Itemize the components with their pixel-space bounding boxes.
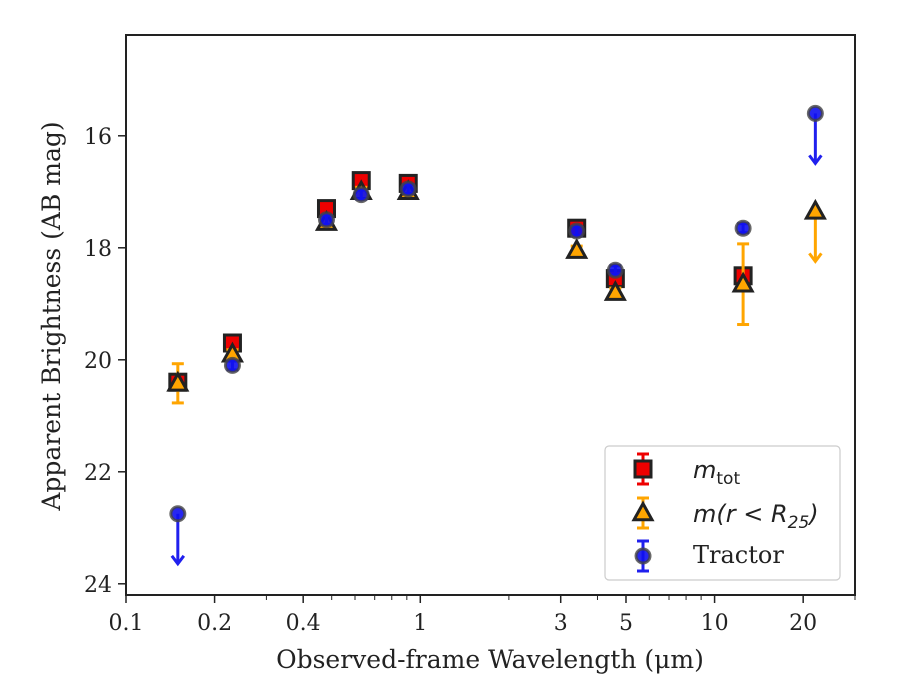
y-tick-label: 22 xyxy=(84,461,112,486)
legend-marker xyxy=(633,459,653,479)
series-2 xyxy=(169,104,824,567)
x-tick-label: 0.2 xyxy=(197,611,232,636)
legend-markers xyxy=(631,452,655,573)
x-tick-label: 0.1 xyxy=(109,611,144,636)
legend-label-tractor: Tractor xyxy=(693,541,784,569)
x-tick-label: 3 xyxy=(554,611,568,636)
legend: mtot m(r < R25) Tractor xyxy=(604,445,841,581)
plot-frame xyxy=(125,34,856,596)
upper-limit-arrow-head xyxy=(808,252,823,264)
series-0 xyxy=(168,171,753,392)
series-layer xyxy=(166,104,827,567)
data-point xyxy=(223,356,241,374)
data-point xyxy=(565,238,589,259)
x-tick-label: 20 xyxy=(789,611,817,636)
x-tick-label: 1 xyxy=(413,611,427,636)
x-tick-label: 5 xyxy=(619,611,633,636)
y-tick-label: 18 xyxy=(84,237,112,262)
x-tick-label: 10 xyxy=(701,611,729,636)
legend-box xyxy=(604,445,841,581)
data-point xyxy=(169,505,187,523)
data-point xyxy=(806,104,824,122)
x-axis-label: Observed-frame Wavelength (μm) xyxy=(276,645,704,674)
data-point xyxy=(803,198,827,220)
upper-limit-arrow-head xyxy=(808,154,823,166)
data-point xyxy=(568,222,586,240)
data-point xyxy=(317,211,335,229)
ticks-layer: 0.1 0.2 0.4 1 3 5 10 20 16 18 20 22 24 xyxy=(84,125,856,636)
legend-marker xyxy=(631,500,655,522)
data-point xyxy=(603,280,627,301)
y-axis-label: Apparent Brightness (AB mag) xyxy=(37,121,66,511)
data-point xyxy=(606,261,624,279)
y-tick-label: 20 xyxy=(84,349,112,374)
data-point xyxy=(352,186,370,204)
data-point xyxy=(734,219,752,237)
data-point xyxy=(166,370,190,392)
series-1 xyxy=(166,179,827,405)
y-tick-label: 16 xyxy=(84,125,112,150)
y-tick-label: 24 xyxy=(84,573,112,598)
data-point xyxy=(731,271,755,293)
upper-limit-arrow-head xyxy=(170,554,186,567)
legend-marker xyxy=(634,547,652,565)
x-tick-label: 0.4 xyxy=(286,611,321,636)
data-point xyxy=(399,180,417,198)
